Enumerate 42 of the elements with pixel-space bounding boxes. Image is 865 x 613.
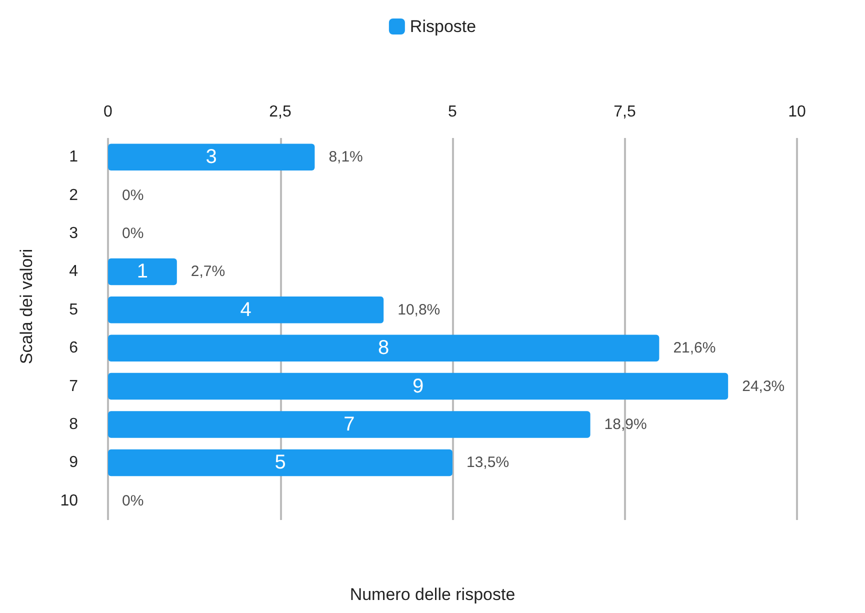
annotation: 13,5% [466, 454, 510, 472]
annotation: 0% [122, 492, 144, 510]
x-tick-label: 2,5 [269, 104, 292, 120]
y-tick-label: 1 [69, 148, 78, 166]
data-label: 9 [412, 375, 424, 398]
y-tick-label: 5 [69, 301, 78, 318]
x-tick-label: 5 [448, 104, 458, 120]
bar [108, 296, 384, 324]
bar [108, 449, 452, 476]
data-label: 3 [206, 146, 217, 168]
y-axis-title: Scala dei valori [17, 248, 36, 364]
y-tick-label: 10 [60, 492, 78, 510]
data-label: 8 [378, 337, 390, 360]
bar [108, 258, 177, 286]
y-tick-label: 9 [69, 454, 78, 472]
annotation: 0% [122, 225, 144, 242]
x-tick-label: 7,5 [614, 104, 636, 120]
x-axis-title: Numero delle risposte [350, 585, 516, 604]
annotation: 24,3% [742, 378, 785, 395]
annotation: 21,6% [673, 340, 716, 357]
y-tick-label: 7 [69, 378, 78, 395]
bar [108, 144, 315, 170]
annotation: 18,9% [604, 416, 647, 433]
y-tick-label: 6 [69, 340, 78, 357]
annotation: 2,7% [190, 263, 226, 280]
annotation: 0% [122, 186, 144, 204]
data-label: 7 [344, 414, 355, 436]
bar [108, 411, 590, 438]
y-tick-label: 8 [69, 416, 78, 433]
data-label: 5 [274, 452, 286, 474]
bar [108, 372, 728, 400]
data-label: 4 [240, 298, 252, 321]
annotation: 8,1% [328, 148, 363, 166]
annotation: 10,8% [398, 301, 440, 318]
x-tick-label: 10 [788, 104, 806, 120]
y-tick-label: 3 [69, 225, 78, 242]
y-tick-label: 2 [69, 186, 78, 204]
x-tick-label: 0 [104, 104, 113, 120]
bar [108, 334, 660, 362]
data-label: 1 [136, 260, 148, 283]
y-tick-label: 4 [69, 263, 78, 280]
legend-label: Risposte [410, 17, 476, 36]
